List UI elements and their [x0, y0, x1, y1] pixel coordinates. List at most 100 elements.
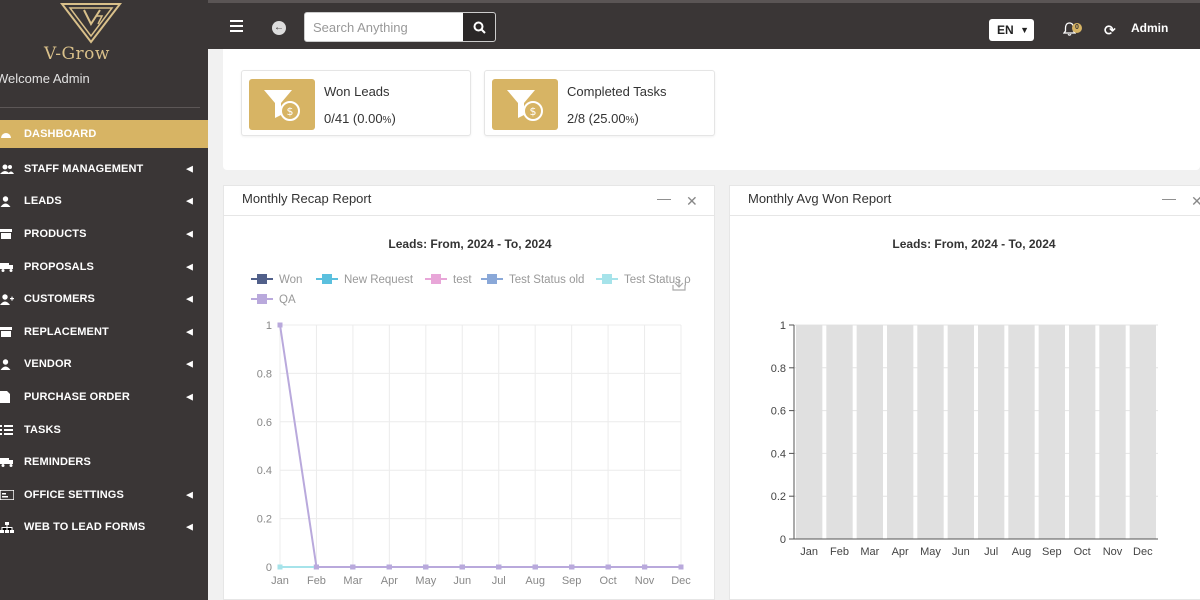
sidebar-item-vendor[interactable]: VENDOR ◀	[0, 348, 208, 381]
sidebar-item-label: TASKS	[24, 423, 61, 436]
x-tick-label: Nov	[635, 575, 655, 587]
svg-text:$: $	[530, 105, 537, 118]
close-icon[interactable]: ✕	[686, 193, 698, 209]
legend-label: Test Status ρ	[624, 274, 691, 286]
caret-left-icon: ◀	[186, 163, 194, 174]
stat-title: Won Leads	[324, 84, 390, 99]
minimize-icon[interactable]: —	[1162, 190, 1176, 206]
y-tick-label: 0.8	[257, 368, 272, 380]
bar	[978, 325, 1005, 539]
chart-title: Leads: From, 2024 - To, 2024	[892, 237, 1056, 251]
line-chart: Won New Request test Test Status old Test St…	[251, 274, 691, 587]
stats-panel: $ Won Leads 0/41 (0.00%) $ Completed Tas…	[223, 49, 1200, 170]
search-button[interactable]	[463, 13, 495, 41]
svg-text:$: $	[287, 105, 294, 118]
refresh-icon[interactable]: ⟳	[1104, 22, 1116, 38]
legend-label: test	[453, 274, 472, 286]
sidebar-item-reminders[interactable]: REMINDERS	[0, 446, 208, 479]
x-tick-label: Mar	[860, 546, 879, 558]
data-point	[423, 564, 429, 570]
download-icon	[672, 279, 686, 291]
bar	[947, 325, 974, 539]
data-point	[386, 564, 392, 570]
sidebar-item-dashboard[interactable]: DASHBOARD	[0, 120, 208, 148]
language-value: EN	[997, 23, 1014, 37]
search-input[interactable]	[305, 13, 463, 41]
stat-title: Completed Tasks	[567, 84, 667, 99]
won-leads-card[interactable]: $ Won Leads 0/41 (0.00%)	[241, 70, 471, 136]
back-arrow-icon[interactable]: ←	[272, 21, 286, 35]
sidebar-item-purchase-order[interactable]: PURCHASE ORDER ◀	[0, 381, 208, 414]
x-tick-label: Nov	[1103, 546, 1123, 558]
legend-marker	[322, 274, 332, 284]
data-point	[277, 322, 283, 328]
x-tick-label: Apr	[892, 546, 909, 558]
bar	[1129, 325, 1156, 539]
y-tick-label: 0.8	[771, 363, 786, 375]
sidebar-item-tasks[interactable]: TASKS	[0, 413, 208, 446]
truck-icon	[0, 261, 14, 273]
x-tick-label: Jan	[800, 546, 818, 558]
legend-marker	[257, 294, 267, 304]
bar	[1099, 325, 1126, 539]
legend-marker	[431, 274, 441, 284]
bar-chart: 0 0.2 0.4 0.6 0.8 1 Jan Feb Mar Apr May Jun Jul Aug Se…	[771, 320, 1158, 558]
sidebar-item-replacement[interactable]: REPLACEMENT ◀	[0, 316, 208, 349]
sidebar-item-label: PURCHASE ORDER	[24, 391, 130, 404]
user-menu[interactable]: Admin	[1131, 21, 1169, 35]
sidebar-item-label: PRODUCTS	[24, 228, 87, 241]
top-navbar: ← EN ▼ 0 ⟳ Admin	[208, 0, 1200, 49]
monthly-avg-won-panel: Monthly Avg Won Report — ✕ Leads: From, …	[729, 185, 1200, 600]
bar	[917, 325, 944, 539]
data-point	[496, 564, 502, 570]
minimize-icon[interactable]: —	[657, 190, 671, 206]
sidebar-item-web-to-lead-forms[interactable]: WEB TO LEAD FORMS ◀	[0, 511, 208, 544]
truck-icon	[0, 456, 14, 468]
legend-label: Won	[279, 274, 302, 286]
legend-label: New Request	[344, 274, 414, 286]
caret-left-icon: ◀	[186, 228, 194, 239]
bar	[1038, 325, 1065, 539]
x-tick-label: Dec	[671, 575, 691, 587]
sidebar-item-label: DASHBOARD	[24, 128, 97, 140]
sidebar-item-products[interactable]: PRODUCTS ◀	[0, 218, 208, 251]
sidebar-menu: DASHBOARD STAFF MANAGEMENT ◀ LEADS ◀ PRODUCTS…	[0, 120, 208, 544]
panel-title: Monthly Recap Report	[242, 191, 372, 206]
x-tick-label: Sep	[1042, 546, 1062, 558]
x-tick-label: Aug	[1012, 546, 1032, 558]
data-point	[569, 564, 575, 570]
language-select[interactable]: EN ▼	[989, 19, 1034, 41]
sidebar-item-label: OFFICE SETTINGS	[24, 488, 124, 501]
stat-value: 2/8 (25.00%)	[567, 111, 639, 126]
x-tick-label: Jul	[984, 546, 998, 558]
menu-toggle-icon[interactable]	[230, 20, 243, 35]
y-tick-label: 0.2	[771, 491, 786, 503]
sidebar-item-label: PROPOSALS	[24, 260, 94, 273]
legend-marker	[487, 274, 497, 284]
sidebar-item-office-settings[interactable]: OFFICE SETTINGS ◀	[0, 479, 208, 512]
sidebar-item-label: REMINDERS	[24, 456, 91, 469]
completed-tasks-card[interactable]: $ Completed Tasks 2/8 (25.00%)	[484, 70, 715, 136]
sidebar-item-label: LEADS	[24, 195, 62, 208]
bar	[826, 325, 853, 539]
sidebar-item-customers[interactable]: CUSTOMERS ◀	[0, 283, 208, 316]
box-icon	[0, 326, 14, 338]
chart-title: Leads: From, 2024 - To, 2024	[388, 237, 552, 251]
y-tick-label: 0.6	[771, 406, 786, 418]
x-tick-label: Oct	[1074, 546, 1091, 558]
sidebar-item-label: VENDOR	[24, 358, 72, 371]
sidebar-item-leads[interactable]: LEADS ◀	[0, 185, 208, 218]
close-icon[interactable]: ✕	[1191, 193, 1200, 209]
y-tick-label: 0.4	[771, 448, 786, 460]
y-tick-label: 0	[780, 534, 786, 546]
chevron-down-icon: ▼	[1020, 25, 1029, 35]
sidebar: V-Grow Welcome Admin DASHBOARD STAFF MANA…	[0, 0, 208, 600]
y-tick-label: 0.6	[257, 417, 272, 429]
sidebar-item-proposals[interactable]: PROPOSALS ◀	[0, 250, 208, 283]
caret-left-icon: ◀	[186, 293, 194, 304]
sidebar-item-staff-management[interactable]: STAFF MANAGEMENT ◀	[0, 153, 208, 186]
brand-logo[interactable]: V-Grow	[40, 2, 150, 64]
dashboard-icon	[0, 128, 14, 140]
data-point	[459, 564, 465, 570]
sidebar-item-label: STAFF MANAGEMENT	[24, 162, 144, 175]
